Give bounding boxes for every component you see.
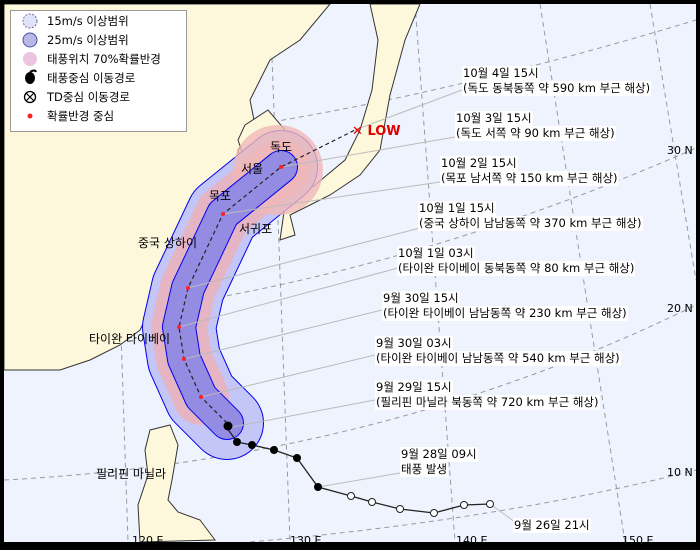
leader-lines <box>178 89 516 523</box>
forecast-label-0929-15: 9월 29일 15시 (필리핀 마닐라 북동쪽 약 720 km 부근 해상) <box>375 380 600 410</box>
lon-tick-120e: 120 E <box>132 534 164 547</box>
forecast-track <box>178 129 356 424</box>
td-cross-circle-icon <box>460 501 468 509</box>
forecast-label-0926-21: 9월 26일 21시 <box>513 518 591 533</box>
place-mokpo: 목포 <box>209 189 232 203</box>
dashed-circle-icon <box>22 13 38 28</box>
solid-circle-icon <box>22 32 38 47</box>
typhoon-positions <box>223 421 322 491</box>
low-label: LOW <box>367 124 401 139</box>
lon-line-130e <box>269 4 291 542</box>
forecast-label-1001-15: 10월 1일 15시 (중국 상하이 남남동쪽 약 370 km 부근 해상) <box>418 201 643 231</box>
lat-line-30n <box>4 147 696 326</box>
lat-tick-10n: 10 N <box>667 466 693 479</box>
place-dokdo: 독도 <box>270 140 293 154</box>
td-cross-circle-icon <box>430 509 438 517</box>
lon-tick-150e: 150 E <box>622 534 654 547</box>
lon-tick-130e: 130 E <box>290 534 322 547</box>
place-seoul: 서울 <box>241 162 264 176</box>
legend: 15m/s 이상범위 25m/s 이상범위 태풍위치 70%확률반경 태풍중심 … <box>10 10 187 132</box>
legend-item: 15m/s 이상범위 <box>11 11 186 30</box>
lon-line-160e <box>649 4 696 281</box>
pink-circle-icon <box>23 51 37 66</box>
forecast-label-1003: 10월 3일 15시 (독도 서쪽 약 90 km 부근 해상) <box>455 111 616 141</box>
red-dot-icon <box>27 113 33 118</box>
typhoon-icon <box>223 421 233 431</box>
lat-line-10n <box>249 469 696 542</box>
legend-item: 25m/s 이상범위 <box>11 30 186 49</box>
td-cross-circle-icon <box>23 90 37 103</box>
typhoon-icon <box>314 483 322 491</box>
td-cross-circle-icon <box>396 505 404 513</box>
place-shanghai: 중국 상하이 <box>138 236 198 250</box>
map-area: ✕ LOW 독도 서울 목포 서귀포 중국 상하이 타이완 타이베이 필리핀 마… <box>4 4 696 547</box>
td-cross-circle-icon <box>347 492 355 500</box>
place-seogwipo: 서귀포 <box>239 222 273 236</box>
typhoon-icon <box>293 454 301 462</box>
forecast-label-0930-15: 9월 30일 15시 (타이완 타이베이 남남동쪽 약 230 km 부근 해상) <box>382 291 628 321</box>
place-manila: 필리핀 마닐라 <box>96 467 167 481</box>
forecast-label-0928-09: 9월 28일 09시 태풍 발생 <box>400 447 478 477</box>
legend-item: 태풍중심 이동경로 <box>11 68 186 87</box>
td-cross-circle-icon <box>368 498 376 506</box>
td-positions <box>347 492 494 517</box>
lon-tick-140e: 140 E <box>456 534 488 547</box>
typhoon-icon <box>25 69 37 84</box>
map-canvas <box>4 4 696 542</box>
japan <box>279 4 421 241</box>
legend-item: TD중심 이동경로 <box>11 87 186 106</box>
forecast-label-1001-03: 10월 1일 03시 (타이완 타이베이 동북동쪽 약 80 km 부근 해상) <box>397 246 636 276</box>
low-marker: ✕ LOW <box>352 124 401 139</box>
forecast-label-1002: 10월 2일 15시 (목포 남서쪽 약 150 km 부근 해상) <box>440 156 619 186</box>
typhoon-icon <box>248 441 256 449</box>
forecast-label-0930-03: 9월 30일 03시 (타이완 타이베이 남남동쪽 약 540 km 부근 해상) <box>375 336 621 366</box>
probability-centers <box>177 165 283 399</box>
forecast-label-1004: 10월 4일 15시 (독도 동북동쪽 약 590 km 부근 해상) <box>462 66 652 96</box>
x-icon: ✕ <box>352 124 363 139</box>
legend-item: 확률반경 중심 <box>11 106 186 125</box>
philippines <box>137 424 216 542</box>
place-taipei: 타이완 타이베이 <box>89 332 171 346</box>
td-cross-circle-icon <box>486 500 494 508</box>
legend-item: 태풍위치 70%확률반경 <box>11 49 186 68</box>
lat-tick-20n: 20 N <box>667 302 693 315</box>
typhoon-icon <box>233 438 241 446</box>
lat-tick-30n: 30 N <box>667 144 693 157</box>
typhoon-icon <box>270 446 278 454</box>
